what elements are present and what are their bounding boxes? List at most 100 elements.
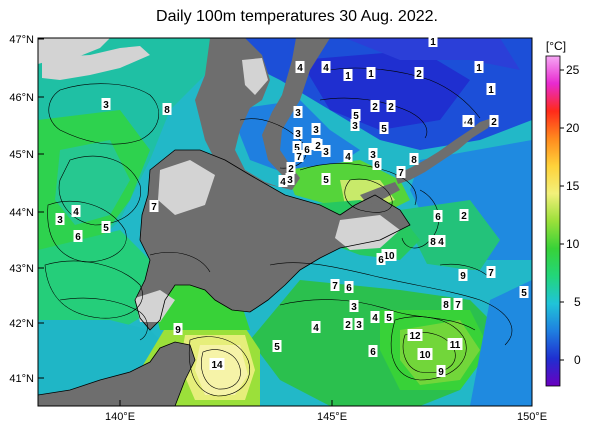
lat-label: 47°N	[9, 34, 34, 46]
contour-label: 2	[315, 141, 321, 152]
contour-label: 6	[378, 255, 384, 266]
contour-label: 2	[491, 117, 497, 128]
contour-label-box	[396, 166, 406, 178]
colorbar-tick: 5	[574, 295, 581, 309]
contour-label-box	[368, 148, 378, 160]
contour-label-box	[372, 158, 382, 170]
longitude-labels: 140°E 145°E 150°E	[105, 411, 547, 423]
contour-label: 10	[419, 350, 431, 361]
contour-label: 3	[295, 108, 301, 119]
contour-label: 1	[345, 71, 351, 82]
contour-label: 3	[313, 125, 319, 136]
contour-label-box	[294, 150, 304, 162]
contour-label-box	[376, 253, 386, 265]
contour-label: 12	[409, 331, 421, 342]
contour-label: 2	[372, 102, 378, 113]
contour-label: 4	[467, 117, 473, 128]
contour-label: 2	[388, 102, 394, 113]
contour-label-box	[417, 348, 433, 360]
contour-label: 2	[416, 69, 422, 80]
contour-label: 7	[151, 202, 157, 213]
contour-label: 5	[103, 223, 109, 234]
contour-label-box	[278, 175, 288, 187]
contour-label: 10	[383, 251, 395, 262]
contour-label-box	[343, 69, 353, 81]
contour-label-box	[321, 173, 331, 185]
colorbar-tick: 25	[566, 63, 580, 77]
contour-label-box	[321, 61, 331, 73]
lat-label: 46°N	[9, 92, 34, 104]
contour-label-box	[428, 235, 438, 247]
contour-label: 3	[295, 129, 301, 140]
contour-label: 2	[461, 211, 467, 222]
contour-label: 6	[370, 347, 376, 358]
graticule-ticks	[38, 38, 533, 406]
colorbar-tick: 0	[574, 353, 581, 367]
colorbar-unit: [°C]	[546, 39, 566, 53]
contour-label-box	[366, 67, 376, 79]
contour-label-box	[71, 205, 81, 217]
lon-label: 140°E	[105, 411, 135, 423]
contour-label-box	[293, 106, 303, 118]
contour-label-box	[453, 298, 463, 310]
contour-label: 4	[438, 237, 444, 248]
contour-label-box	[370, 311, 380, 323]
contour-label: 5	[274, 342, 280, 353]
contour-label-box	[311, 123, 321, 135]
contour-label-box	[272, 340, 282, 352]
coastlines	[38, 149, 411, 406]
contour-label-box	[344, 281, 354, 293]
contour-label-box	[384, 311, 394, 323]
contour-label: 1	[368, 69, 374, 80]
contour-label-box	[436, 235, 446, 247]
contour-label: 7	[398, 168, 404, 179]
contour-label-box	[441, 298, 451, 310]
contour-label: 4	[372, 313, 378, 324]
contour-label-box	[343, 150, 353, 162]
contour-labels: 1441121138322335424533562374368243757346…	[55, 35, 529, 378]
contour-label-box	[414, 67, 424, 79]
contour-label-box	[474, 61, 484, 73]
lat-label: 42°N	[9, 318, 34, 330]
contour-label-box	[149, 200, 159, 212]
contour-label: 5	[294, 143, 300, 154]
colorbar: [°C] 25 20 15 10 5 0	[545, 39, 581, 387]
colorbar-tick: 20	[566, 121, 580, 135]
contour-label: 5	[353, 111, 359, 122]
contour-label-box	[433, 210, 443, 222]
contour-label: 11	[450, 340, 461, 351]
colorbar-bar	[545, 55, 561, 387]
lon-label: 150°E	[517, 411, 547, 423]
contour-label: 4	[280, 177, 286, 188]
contour-label-box	[343, 318, 353, 330]
contour-label: 8	[443, 300, 449, 311]
contour-label: 4	[297, 63, 303, 74]
contour-label: 2	[345, 320, 351, 331]
contour-label: 5	[323, 175, 329, 186]
contour-label: 9	[175, 325, 181, 336]
contour-label: 6	[435, 212, 441, 223]
map-title: Daily 100m temperatures 30 Aug. 2022.	[156, 8, 438, 25]
contour-label: 3	[57, 215, 63, 226]
contour-label: 1	[430, 37, 436, 48]
contour-label: 4	[73, 207, 79, 218]
contour-label: 6	[75, 232, 81, 243]
contour-label-box	[458, 269, 468, 281]
contour-label-box	[407, 329, 423, 341]
contour-label-box	[351, 109, 361, 121]
contour-label-box	[465, 115, 475, 127]
contour-label: 3	[351, 302, 357, 313]
contour-label: 5	[386, 313, 392, 324]
contour-label-box	[519, 286, 529, 298]
contour-label-box	[101, 221, 111, 233]
contour-label: 3	[352, 121, 358, 132]
lat-label: 43°N	[9, 263, 34, 275]
contour-label-box	[459, 209, 469, 221]
contour-label: 3	[356, 320, 362, 331]
contour-label: 7	[332, 281, 338, 292]
contour-label: 3	[323, 147, 329, 158]
contour-label-box	[73, 230, 83, 242]
contour-label-box	[354, 318, 364, 330]
contour-label-box	[293, 127, 303, 139]
